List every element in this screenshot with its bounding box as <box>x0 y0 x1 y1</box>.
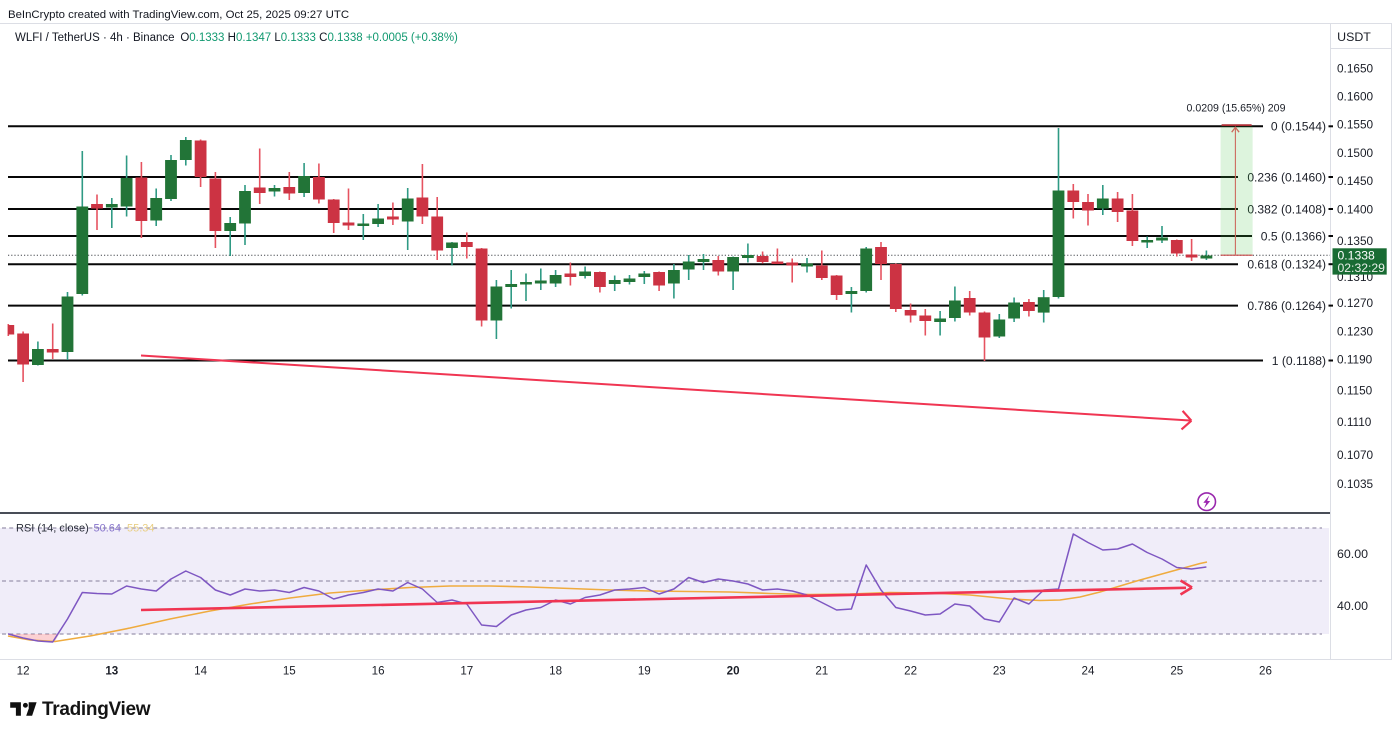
svg-text:0.1350: 0.1350 <box>1337 234 1374 248</box>
svg-text:0.1190: 0.1190 <box>1337 353 1373 367</box>
svg-text:0.1150: 0.1150 <box>1337 384 1373 398</box>
svg-text:0.1650: 0.1650 <box>1337 61 1374 75</box>
svg-text:14: 14 <box>194 665 207 678</box>
svg-text:21: 21 <box>815 665 828 678</box>
svg-text:17: 17 <box>460 665 473 678</box>
svg-text:TradingView: TradingView <box>42 699 151 720</box>
svg-text:22: 22 <box>904 665 917 678</box>
svg-text:0 (0.1544): 0 (0.1544) <box>1271 120 1326 134</box>
svg-text:0.1230: 0.1230 <box>1337 324 1374 338</box>
svg-text:0.1110: 0.1110 <box>1337 415 1372 429</box>
svg-text:25: 25 <box>1170 665 1183 678</box>
svg-text:BeInCrypto created with Tradin: BeInCrypto created with TradingView.com,… <box>8 9 349 21</box>
svg-text:0.786 (0.1264): 0.786 (0.1264) <box>1247 299 1326 313</box>
svg-text:15: 15 <box>283 665 296 678</box>
svg-text:12: 12 <box>17 665 30 678</box>
svg-text:55.34: 55.34 <box>127 523 155 535</box>
svg-text:0.1035: 0.1035 <box>1337 477 1374 491</box>
svg-text:60.00: 60.00 <box>1337 547 1368 561</box>
svg-text:0.382 (0.1408): 0.382 (0.1408) <box>1247 202 1326 216</box>
svg-text:0.1450: 0.1450 <box>1337 174 1374 188</box>
svg-text:0.1600: 0.1600 <box>1337 90 1374 104</box>
svg-text:40.00: 40.00 <box>1337 599 1368 613</box>
svg-text:0.1500: 0.1500 <box>1337 146 1374 160</box>
svg-text:0.1070: 0.1070 <box>1337 448 1374 462</box>
svg-text:23: 23 <box>993 665 1006 678</box>
svg-text:0.1270: 0.1270 <box>1337 296 1374 310</box>
svg-text:19: 19 <box>638 665 651 678</box>
svg-text:0.1400: 0.1400 <box>1337 203 1374 217</box>
svg-text:0.1338: 0.1338 <box>1338 249 1375 263</box>
svg-text:0.1550: 0.1550 <box>1337 118 1374 132</box>
svg-text:0.236 (0.1460): 0.236 (0.1460) <box>1247 170 1326 184</box>
svg-text:0.0209 (15.65%) 209: 0.0209 (15.65%) 209 <box>1187 103 1286 115</box>
svg-text:26: 26 <box>1259 665 1272 678</box>
svg-text:RSI (14, close): RSI (14, close) <box>16 523 89 535</box>
svg-text:24: 24 <box>1082 665 1095 678</box>
svg-text:0.618 (0.1324): 0.618 (0.1324) <box>1247 258 1326 272</box>
svg-text:0.5 (0.1366): 0.5 (0.1366) <box>1261 229 1326 243</box>
svg-text:16: 16 <box>372 665 385 678</box>
svg-text:02:32:29: 02:32:29 <box>1338 261 1386 275</box>
svg-text:13: 13 <box>105 665 118 678</box>
svg-text:20: 20 <box>727 665 740 678</box>
svg-text:18: 18 <box>549 665 562 678</box>
svg-text:50.64: 50.64 <box>94 523 122 535</box>
svg-text:WLFI / TetherUS · 4h · Binance: WLFI / TetherUS · 4h · Binance O0.1333 H… <box>15 32 458 44</box>
svg-text:USDT: USDT <box>1337 30 1371 44</box>
svg-text:1 (0.1188): 1 (0.1188) <box>1272 354 1326 368</box>
